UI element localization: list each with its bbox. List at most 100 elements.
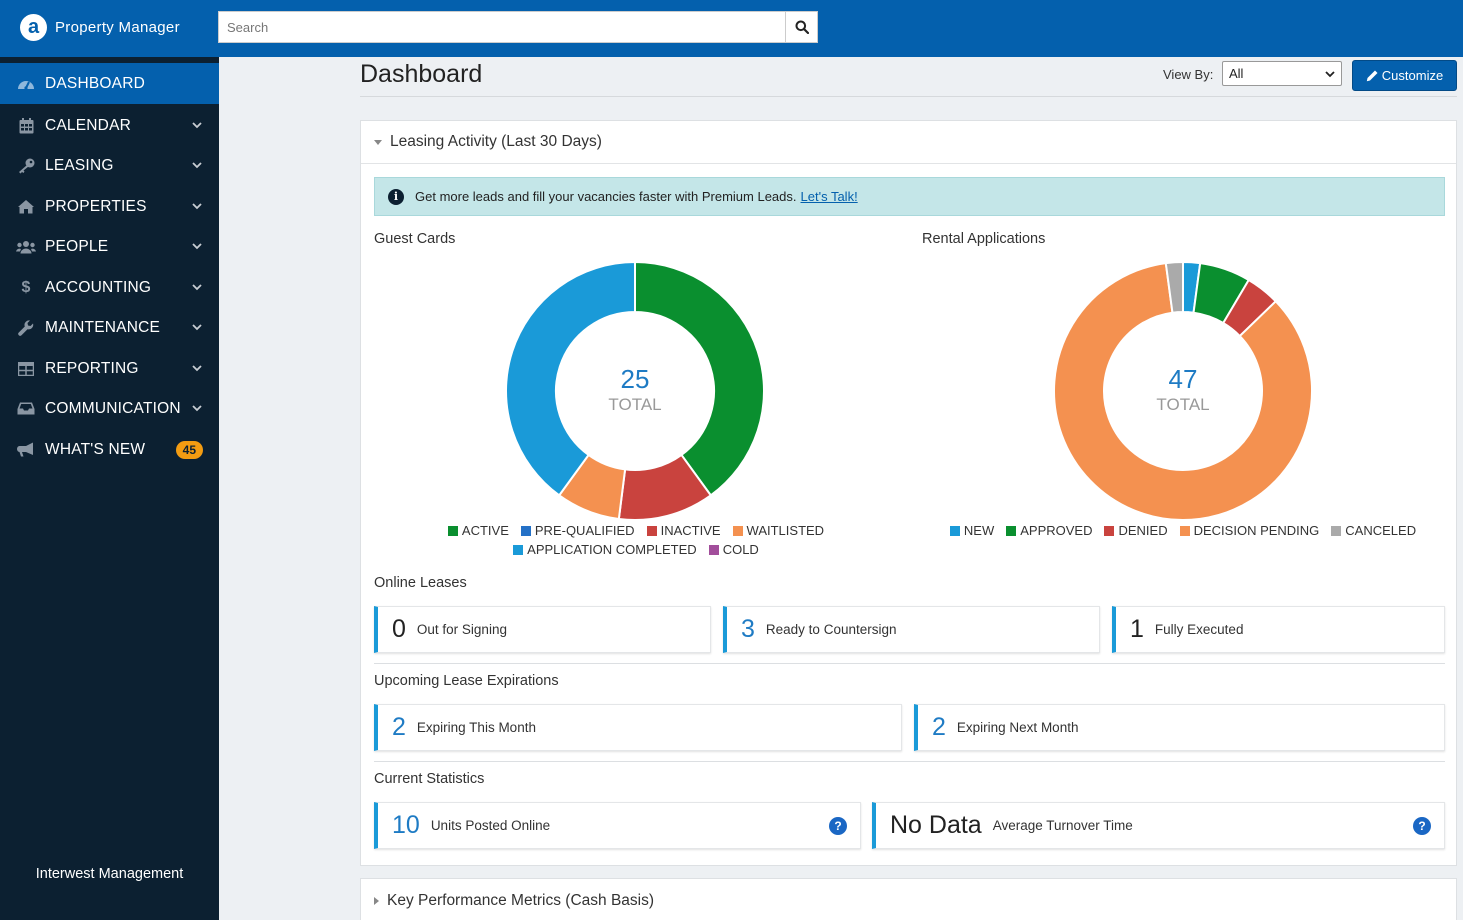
donut-slice-application-completed[interactable] (505, 261, 636, 497)
sidebar-item-communication[interactable]: COMMUNICATION (0, 388, 219, 429)
customize-button[interactable]: Customize (1352, 60, 1457, 91)
sidebar-item-label: CALENDAR (45, 116, 132, 134)
chevron-down-icon (192, 243, 202, 250)
search-button[interactable] (785, 11, 818, 43)
kpi-header[interactable]: Key Performance Metrics (Cash Basis) (361, 879, 1456, 920)
company-name: Interwest Management (35, 866, 184, 882)
legend-item[interactable]: APPLICATION COMPLETED (513, 540, 697, 559)
chevron-down-icon (192, 203, 202, 210)
sidebar-item-leasing[interactable]: LEASING (0, 145, 219, 186)
legend-item[interactable]: CANCELED (1331, 521, 1416, 540)
stat-label: Expiring This Month (416, 720, 536, 735)
sidebar-item-accounting[interactable]: $ ACCOUNTING (0, 267, 219, 308)
legend-item[interactable]: NEW (949, 521, 994, 540)
legend-item[interactable]: DECISION PENDING (1179, 521, 1319, 540)
legend-swatch (513, 544, 524, 555)
premium-leads-alert: i Get more leads and fill your vacancies… (374, 177, 1445, 216)
help-icon[interactable]: ? (1413, 817, 1431, 835)
average-turnover-card[interactable]: No Data Average Turnover Time ? (872, 802, 1445, 849)
leasing-activity-panel: Leasing Activity (Last 30 Days) i Get mo… (360, 120, 1457, 866)
chevron-down-icon (1325, 70, 1335, 77)
sidebar-item-properties[interactable]: PROPERTIES (0, 186, 219, 227)
stat-label: Units Posted Online (430, 818, 551, 833)
sidebar-item-label: ACCOUNTING (45, 278, 152, 296)
stat-label: Ready to Countersign (765, 622, 897, 637)
legend-swatch (646, 525, 657, 536)
sidebar-item-people[interactable]: PEOPLE (0, 226, 219, 267)
brand[interactable]: a Property Manager (20, 14, 180, 41)
stat-label: Out for Signing (416, 622, 507, 637)
search-input[interactable] (218, 11, 785, 43)
units-posted-online-card[interactable]: 10 Units Posted Online ? (374, 802, 861, 849)
section-divider (374, 663, 1445, 664)
legend-item[interactable]: PRE-QUALIFIED (520, 521, 635, 540)
calendar-icon (16, 116, 36, 136)
legend-label: COLD (722, 542, 759, 557)
search-bar (218, 11, 818, 43)
customize-label: Customize (1381, 68, 1444, 83)
sidebar-item-label: DASHBOARD (45, 74, 145, 92)
sidebar-item-label: COMMUNICATION (45, 399, 181, 417)
sidebar-item-dashboard[interactable]: DASHBOARD (0, 63, 219, 104)
legend-label: CANCELED (1345, 523, 1417, 538)
guest-cards-total-value: 25 (620, 364, 650, 394)
stat-value: 3 (741, 615, 755, 643)
legend-label: PRE-QUALIFIED (534, 523, 635, 538)
fully-executed-card[interactable]: 1 Fully Executed (1112, 606, 1445, 653)
sidebar-item-calendar[interactable]: CALENDAR (0, 105, 219, 146)
legend-swatch (1179, 525, 1190, 536)
expirations-title: Upcoming Lease Expirations (374, 673, 559, 689)
sidebar-item-label: MAINTENANCE (45, 318, 161, 336)
chevron-down-icon (192, 122, 202, 129)
leasing-activity-header[interactable]: Leasing Activity (Last 30 Days) (361, 121, 1456, 164)
legend-swatch (520, 525, 531, 536)
legend-item[interactable]: APPROVED (1006, 521, 1092, 540)
stat-label: Fully Executed (1154, 622, 1244, 637)
chevron-down-icon (192, 162, 202, 169)
ready-to-countersign-card[interactable]: 3 Ready to Countersign (723, 606, 1100, 653)
rental-apps-total-value: 47 (1168, 364, 1198, 394)
guest-cards-total: 25 TOTAL (555, 364, 715, 415)
chevron-down-icon (192, 405, 202, 412)
lets-talk-link[interactable]: Let's Talk! (800, 189, 858, 204)
chevron-down-icon (192, 365, 202, 372)
sidebar-item-reporting[interactable]: REPORTING (0, 348, 219, 389)
legend-item[interactable]: DENIED (1104, 521, 1168, 540)
panel-title: Key Performance Metrics (Cash Basis) (387, 891, 655, 909)
rental-apps-legend: NEW APPROVED DENIED DECISION PENDING CANCELE… (933, 521, 1433, 540)
stat-value: 2 (932, 713, 946, 741)
stat-value: No Data (890, 811, 982, 839)
wrench-icon (16, 318, 36, 338)
page-title: Dashboard (360, 60, 483, 88)
donut-slice-decision-pending[interactable] (1053, 262, 1313, 521)
expiring-next-month-card[interactable]: 2 Expiring Next Month (914, 704, 1445, 751)
sidebar-item-maintenance[interactable]: MAINTENANCE (0, 307, 219, 348)
caret-right-icon (374, 896, 379, 905)
stat-value: 1 (1130, 615, 1144, 643)
current-stats-title: Current Statistics (374, 771, 485, 787)
panel-title: Leasing Activity (Last 30 Days) (390, 133, 602, 150)
view-by-select[interactable]: All (1222, 61, 1342, 86)
sidebar-item-label: LEASING (45, 156, 114, 174)
legend-swatch (949, 525, 960, 536)
info-icon: i (388, 188, 404, 205)
search-icon (795, 20, 809, 34)
promo-text: Get more leads and fill your vacancies f… (415, 189, 797, 204)
sidebar-item-label: REPORTING (45, 359, 139, 377)
help-icon[interactable]: ? (829, 817, 847, 835)
kpi-panel: Key Performance Metrics (Cash Basis) (360, 878, 1457, 920)
stat-value: 2 (392, 713, 406, 741)
legend-item[interactable]: COLD (708, 540, 759, 559)
legend-item[interactable]: INACTIVE (646, 521, 721, 540)
sidebar-item-whats-new[interactable]: WHAT'S NEW 45 (0, 429, 219, 470)
legend-label: WAITLISTED (746, 523, 825, 538)
donut-slice-active[interactable] (634, 261, 765, 497)
out-for-signing-card[interactable]: 0 Out for Signing (374, 606, 711, 653)
legend-item[interactable]: WAITLISTED (732, 521, 825, 540)
legend-swatch (1104, 525, 1115, 536)
expiring-this-month-card[interactable]: 2 Expiring This Month (374, 704, 902, 751)
donut-slice-canceled[interactable] (1164, 261, 1184, 314)
legend-item[interactable]: ACTIVE (447, 521, 509, 540)
title-divider (360, 96, 1457, 97)
table-icon (16, 359, 36, 379)
